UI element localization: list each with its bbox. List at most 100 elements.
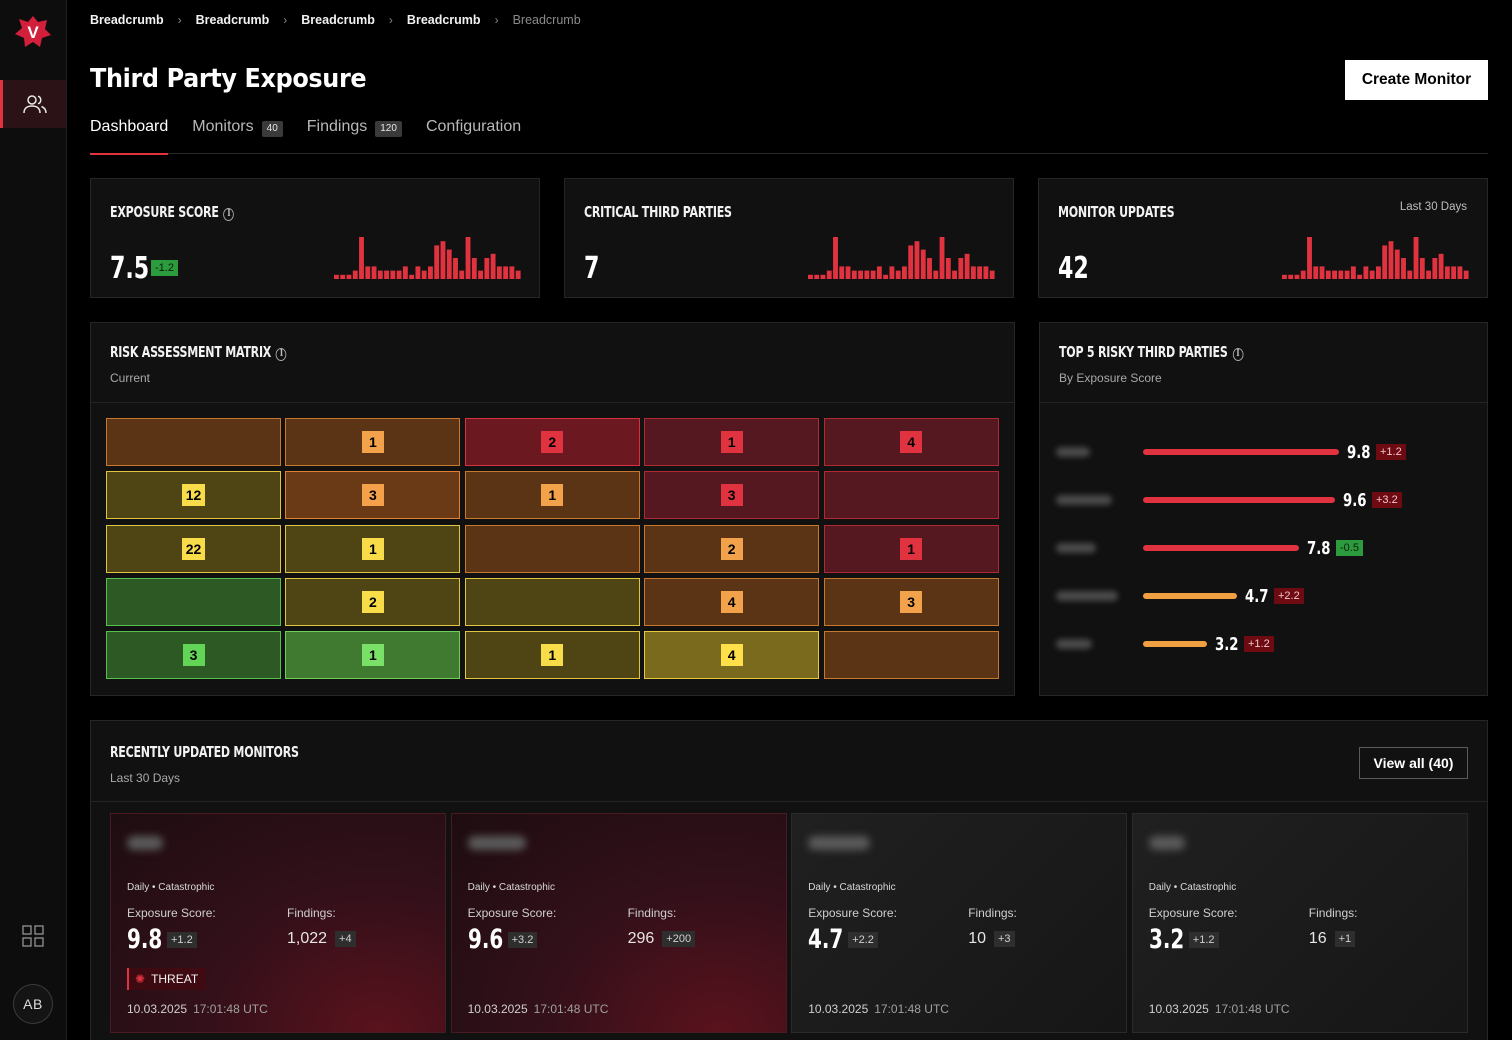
sparkline-bar: [396, 270, 402, 279]
exposure-score-label: Exposure Score:: [1148, 906, 1238, 920]
matrix-cell[interactable]: 1: [644, 418, 820, 466]
info-icon[interactable]: i: [1232, 348, 1244, 361]
score-delta-badge: +2.2: [848, 931, 878, 948]
tab-findings[interactable]: Findings 120: [307, 118, 402, 154]
monitor-card[interactable]: Daily • Catastrophic Exposure Score: Findi…: [791, 813, 1128, 1033]
matrix-cell[interactable]: 22: [106, 524, 281, 573]
findings-label: Findings:: [968, 906, 1017, 920]
sparkline-bar: [440, 241, 446, 279]
findings-delta-badge: +200: [662, 931, 696, 947]
matrix-cell[interactable]: 1: [285, 524, 461, 573]
matrix-cell[interactable]: 1: [285, 418, 461, 466]
create-monitor-button[interactable]: Create Monitor: [1345, 60, 1488, 100]
matrix-cell[interactable]: 3: [644, 471, 820, 520]
findings-label: Findings:: [287, 906, 336, 920]
monitor-date: 10.03.2025: [467, 1002, 528, 1016]
sparkline-bar: [1451, 266, 1457, 279]
sparkline-bar: [939, 237, 945, 279]
matrix-cell[interactable]: 1: [285, 631, 461, 680]
monitor-card[interactable]: Daily • Catastrophic Exposure Score: Findi…: [110, 813, 446, 1033]
matrix-cell[interactable]: 4: [644, 631, 820, 680]
matrix-cell[interactable]: 4: [823, 418, 999, 466]
monitor-score: 9.6 +3.2: [468, 924, 538, 955]
sparkline-bar: [952, 270, 957, 279]
findings-delta-badge: +4: [335, 931, 356, 947]
tab-label: Findings: [306, 118, 368, 135]
matrix-cell[interactable]: 3: [106, 631, 281, 680]
matrix-cell[interactable]: [823, 631, 999, 680]
matrix-cell[interactable]: 1: [464, 471, 640, 520]
matrix-cell[interactable]: [106, 418, 281, 466]
monitor-card[interactable]: Daily • Catastrophic Exposure Score: Findi…: [450, 813, 787, 1033]
sparkline-bar: [1401, 258, 1406, 279]
matrix-cell[interactable]: [464, 577, 640, 626]
matrix-cell[interactable]: 12: [106, 471, 281, 520]
sparkline-bar: [515, 270, 521, 279]
exposure-score-value: 3.2: [1148, 924, 1185, 955]
sparkline-bar: [453, 258, 458, 279]
matrix-cell[interactable]: [464, 524, 640, 573]
breadcrumb-item[interactable]: Breadcrumb: [301, 13, 375, 27]
sparkline-bar: [352, 270, 358, 279]
sparkline-bar: [434, 245, 440, 279]
breadcrumb: Breadcrumb › Breadcrumb › Breadcrumb › B…: [90, 12, 581, 28]
top5-risky-card: Top 5 Risky Third Parties i By Exposure S…: [1039, 322, 1488, 696]
brand-logo[interactable]: V: [14, 14, 52, 50]
score-delta-badge: +1.2: [1244, 636, 1274, 652]
matrix-cell[interactable]: 2: [464, 418, 640, 466]
sparkline-bar: [421, 270, 427, 279]
risky-party-row[interactable]: 9.6 +3.2: [1040, 489, 1489, 511]
score-delta-badge: +1.2: [1188, 931, 1219, 948]
exposure-score-label: Exposure Score:: [127, 906, 216, 920]
matrix-count-badge: 2: [361, 590, 384, 613]
matrix-cell[interactable]: 3: [823, 577, 999, 626]
breadcrumb-item[interactable]: Breadcrumb: [406, 13, 481, 27]
breadcrumb-item[interactable]: Breadcrumb: [90, 13, 164, 27]
matrix-cell[interactable]: 1: [464, 631, 640, 680]
sparkline-bar: [1357, 274, 1363, 279]
exposure-score-value: 4.7: [1245, 585, 1269, 607]
risky-party-row[interactable]: 7.8 -0.5: [1040, 537, 1489, 559]
party-name-redacted: [1056, 591, 1118, 601]
card-subtitle: Current: [110, 371, 151, 385]
exposure-score-bar: [1143, 545, 1299, 551]
risky-party-row[interactable]: 9.8 +1.2: [1040, 441, 1489, 463]
matrix-count-badge: 2: [541, 431, 564, 453]
matrix-cell[interactable]: 2: [644, 524, 820, 573]
monitor-name-redacted: [808, 836, 871, 850]
matrix-cell[interactable]: [823, 471, 999, 520]
matrix-cell[interactable]: 4: [644, 577, 820, 626]
matrix-cell[interactable]: [106, 577, 281, 626]
matrix-cell[interactable]: 3: [285, 471, 461, 520]
sparkline-bar: [864, 270, 870, 279]
user-avatar[interactable]: AB: [13, 984, 53, 1024]
sparkline-bar: [334, 274, 339, 279]
monitor-card[interactable]: Daily • Catastrophic Exposure Score: Findi…: [1131, 813, 1468, 1033]
sparkline-bar: [1432, 258, 1438, 279]
tab-configuration[interactable]: Configuration: [426, 118, 521, 154]
matrix-cell[interactable]: 2: [285, 577, 461, 626]
tab-monitors[interactable]: Monitors 40: [192, 118, 283, 154]
sparkline-chart: [334, 237, 521, 279]
monitor-findings: 10 +3: [968, 930, 1015, 948]
info-icon[interactable]: i: [276, 348, 287, 361]
tab-dashboard[interactable]: Dashboard: [90, 118, 169, 155]
matrix-cell[interactable]: 1: [823, 524, 999, 573]
exposure-score-bar: [1143, 497, 1335, 503]
monitor-meta: Daily • Catastrophic: [127, 882, 215, 893]
matrix-count-badge: 1: [361, 537, 384, 560]
risky-party-row[interactable]: 4.7 +2.2: [1040, 585, 1489, 607]
breadcrumb-item[interactable]: Breadcrumb: [195, 13, 270, 27]
apps-grid-icon[interactable]: [22, 925, 44, 947]
info-icon[interactable]: i: [223, 208, 235, 221]
critical-count-value: 7: [584, 251, 600, 286]
matrix-count-badge: 4: [720, 590, 743, 613]
sparkline-bar: [459, 270, 465, 279]
monitor-date: 10.03.2025: [1148, 1002, 1209, 1016]
sparkline-bar: [1344, 270, 1350, 279]
nav-item-third-parties[interactable]: [0, 80, 66, 128]
matrix-count-badge: 1: [541, 484, 564, 507]
risky-party-row[interactable]: 3.2 +1.2: [1040, 633, 1489, 655]
view-all-monitors-button[interactable]: View all (40): [1359, 747, 1468, 779]
monitor-name-redacted: [127, 836, 163, 850]
